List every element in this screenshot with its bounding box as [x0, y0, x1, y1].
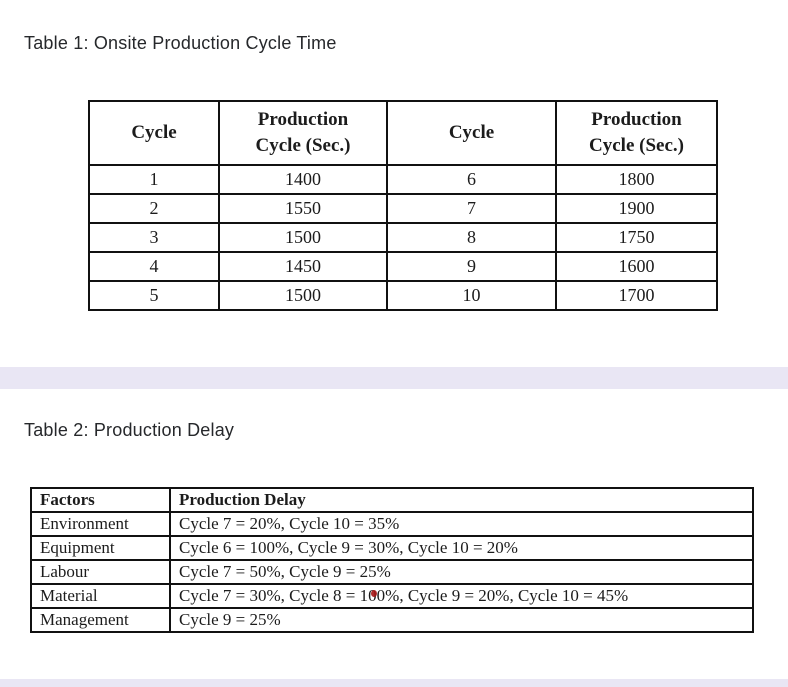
- factor-cell: Environment: [30, 511, 171, 537]
- red-mark-zero: 0: [368, 586, 377, 605]
- table-row: 3 1500 8 1750: [88, 222, 718, 253]
- table-row: Equipment Cycle 6 = 100%, Cycle 9 = 30%,…: [30, 535, 754, 561]
- production-cycle-cell: 1400: [218, 164, 388, 195]
- section-divider-band: [0, 367, 788, 389]
- production-cycle-cell: 1900: [555, 193, 718, 224]
- production-cycle-cell: 1500: [218, 280, 388, 311]
- table-header-row: Factors Production Delay: [30, 487, 754, 513]
- production-cycle-header: Production Cycle (Sec.): [218, 100, 388, 166]
- production-delay-header: Production Delay: [169, 487, 754, 513]
- production-delay-table: Factors Production Delay Environment Cyc…: [30, 487, 754, 633]
- delay-cell: Cycle 9 = 25%: [169, 607, 754, 633]
- production-cycle-cell: 1700: [555, 280, 718, 311]
- table-header-row: Cycle Production Cycle (Sec.) Cycle Prod…: [88, 100, 718, 166]
- factor-cell: Labour: [30, 559, 171, 585]
- table-row: Management Cycle 9 = 25%: [30, 607, 754, 633]
- cycle-cell: 6: [386, 164, 557, 195]
- header-label: Cycle: [131, 122, 177, 144]
- header-label: Cycle: [448, 122, 495, 144]
- delay-text-pre: Cycle 7 = 30%, Cycle 8 = 1: [179, 586, 369, 605]
- cycle-cell: 9: [386, 251, 557, 282]
- cycle-cell: 5: [88, 280, 220, 311]
- cycle-cell: 7: [386, 193, 557, 224]
- production-cycle-header: Production Cycle (Sec.): [555, 100, 718, 166]
- cycle-cell: 4: [88, 251, 220, 282]
- delay-cell: Cycle 7 = 50%, Cycle 9 = 25%: [169, 559, 754, 585]
- header-line1: Production: [591, 109, 682, 131]
- header-line2: Cycle (Sec.): [589, 135, 684, 156]
- table-row: 5 1500 10 1700: [88, 280, 718, 311]
- production-cycle-cell: 1500: [218, 222, 388, 253]
- factor-cell: Management: [30, 607, 171, 633]
- production-cycle-cell: 1600: [555, 251, 718, 282]
- table1-title: Table 1: Onsite Production Cycle Time: [24, 33, 337, 53]
- production-cycle-cell: 1450: [218, 251, 388, 282]
- table-row: Material Cycle 7 = 30%, Cycle 8 = 100%, …: [30, 583, 754, 609]
- factor-cell: Equipment: [30, 535, 171, 561]
- cycle-cell: 8: [386, 222, 557, 253]
- table-row: Labour Cycle 7 = 50%, Cycle 9 = 25%: [30, 559, 754, 585]
- table-row: Environment Cycle 7 = 20%, Cycle 10 = 35…: [30, 511, 754, 537]
- table-row: 2 1550 7 1900: [88, 193, 718, 224]
- table-row: 1 1400 6 1800: [88, 164, 718, 195]
- cycle-header: Cycle: [88, 100, 220, 166]
- factor-cell: Material: [30, 583, 171, 609]
- table-row: 4 1450 9 1600: [88, 251, 718, 282]
- cycle-cell: 10: [386, 280, 557, 311]
- factors-header: Factors: [30, 487, 171, 513]
- delay-text-post: 0%, Cycle 9 = 20%, Cycle 10 = 45%: [376, 586, 629, 605]
- delay-cell: Cycle 6 = 100%, Cycle 9 = 30%, Cycle 10 …: [169, 535, 754, 561]
- cycle-cell: 1: [88, 164, 220, 195]
- production-cycle-cell: 1800: [555, 164, 718, 195]
- cycle-time-table: Cycle Production Cycle (Sec.) Cycle Prod…: [88, 100, 718, 311]
- header-line2: Cycle (Sec.): [255, 135, 351, 156]
- cycle-cell: 2: [88, 193, 220, 224]
- production-cycle-cell: 1550: [218, 193, 388, 224]
- delay-cell: Cycle 7 = 20%, Cycle 10 = 35%: [169, 511, 754, 537]
- delay-cell: Cycle 7 = 30%, Cycle 8 = 100%, Cycle 9 =…: [169, 583, 754, 609]
- cycle-cell: 3: [88, 222, 220, 253]
- table2-title: Table 2: Production Delay: [24, 420, 235, 440]
- cycle-header: Cycle: [386, 100, 557, 166]
- header-line1: Production: [257, 109, 349, 131]
- production-cycle-cell: 1750: [555, 222, 718, 253]
- bottom-band: [0, 679, 788, 687]
